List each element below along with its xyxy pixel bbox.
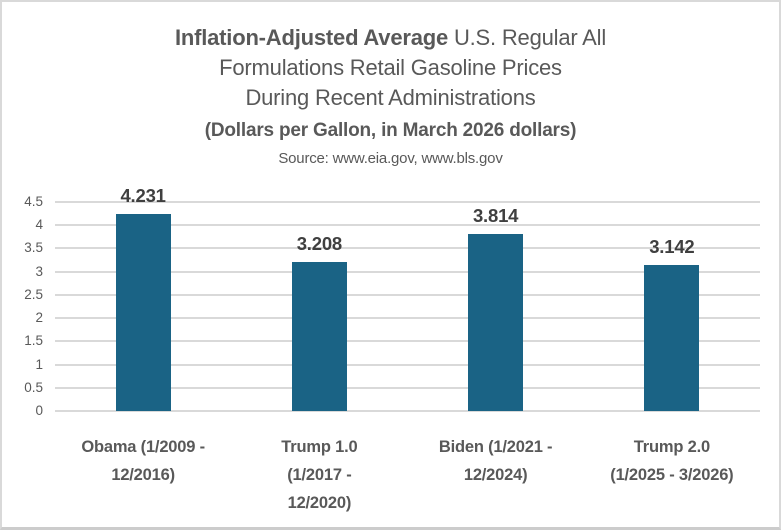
data-label-3: 3.814 bbox=[472, 204, 519, 226]
x-axis-category-label-2: Trump 1.0 (1/2017 - 12/2020) bbox=[235, 433, 403, 517]
data-label-1: 4.231 bbox=[120, 185, 166, 207]
x-axis-label-line: Biden (1/2021 - bbox=[438, 438, 553, 456]
data-label-4: 3.142 bbox=[649, 236, 695, 258]
chart-title-line1: Inflation-Adjusted Average U.S. Regular … bbox=[2, 23, 779, 53]
x-axis-category-label-4: Trump 2.0 (1/2025 - 3/2026) bbox=[588, 433, 756, 489]
x-axis-label-line: Obama (1/2009 - bbox=[81, 438, 205, 456]
chart-title-block: Inflation-Adjusted Average U.S. Regular … bbox=[2, 23, 779, 169]
chart-title-emphasis: Inflation-Adjusted Average bbox=[174, 25, 449, 50]
bar-2 bbox=[291, 262, 347, 411]
y-axis-tick-label: 4.5 bbox=[24, 194, 43, 209]
y-axis-tick-label: 2 bbox=[35, 310, 43, 326]
x-axis-label-line: Trump 2.0 bbox=[633, 438, 710, 456]
x-axis-category-label-1: Obama (1/2009 - 12/2016) bbox=[59, 433, 227, 489]
y-axis-tick-label: 3.5 bbox=[24, 240, 43, 256]
chart-subtitle: (Dollars per Gallon, in March 2026 dolla… bbox=[204, 120, 577, 141]
gridline bbox=[55, 410, 760, 412]
x-axis-label-line: 12/2020) bbox=[287, 494, 352, 512]
gridline bbox=[55, 270, 760, 273]
chart-title-line1-rest: U.S. Regular All bbox=[448, 25, 607, 50]
y-axis-tick-label: 0 bbox=[35, 403, 43, 418]
gridline bbox=[55, 201, 760, 203]
gridline bbox=[55, 224, 760, 227]
data-label-2: 3.208 bbox=[296, 233, 343, 254]
x-axis-label-line: 12/2016) bbox=[111, 466, 175, 484]
y-axis-tick-label: 1 bbox=[35, 356, 43, 372]
gridline bbox=[55, 293, 760, 296]
y-axis-tick-label: 4 bbox=[35, 217, 43, 233]
x-axis-label-line: (1/2025 - 3/2026) bbox=[610, 466, 734, 484]
chart-source: Source: www.eia.gov, www.bls.gov bbox=[278, 150, 503, 167]
y-axis-tick-label: 2.5 bbox=[24, 286, 43, 302]
x-axis-label-line: (1/2017 - bbox=[287, 466, 352, 484]
chart-title-line3: During Recent Administrations bbox=[245, 85, 536, 110]
x-axis-label-line: Trump 1.0 bbox=[281, 438, 358, 456]
y-axis-tick-label: 0.5 bbox=[24, 379, 43, 395]
x-axis-category-label-3: Biden (1/2021 - 12/2024) bbox=[412, 433, 580, 489]
y-axis-tick-label: 3 bbox=[35, 263, 43, 279]
gridline bbox=[55, 317, 760, 320]
x-axis-label-line: 12/2024) bbox=[463, 466, 528, 484]
y-axis-tick-label: 1.5 bbox=[24, 333, 43, 349]
bar-1 bbox=[115, 214, 171, 411]
bar-3 bbox=[468, 233, 524, 411]
gridline bbox=[55, 386, 760, 389]
gridline bbox=[55, 340, 760, 343]
bar-4 bbox=[644, 265, 700, 411]
gridline bbox=[55, 363, 760, 366]
gridline bbox=[55, 247, 760, 250]
chart-title-line2: Formulations Retail Gasoline Prices bbox=[219, 55, 562, 80]
